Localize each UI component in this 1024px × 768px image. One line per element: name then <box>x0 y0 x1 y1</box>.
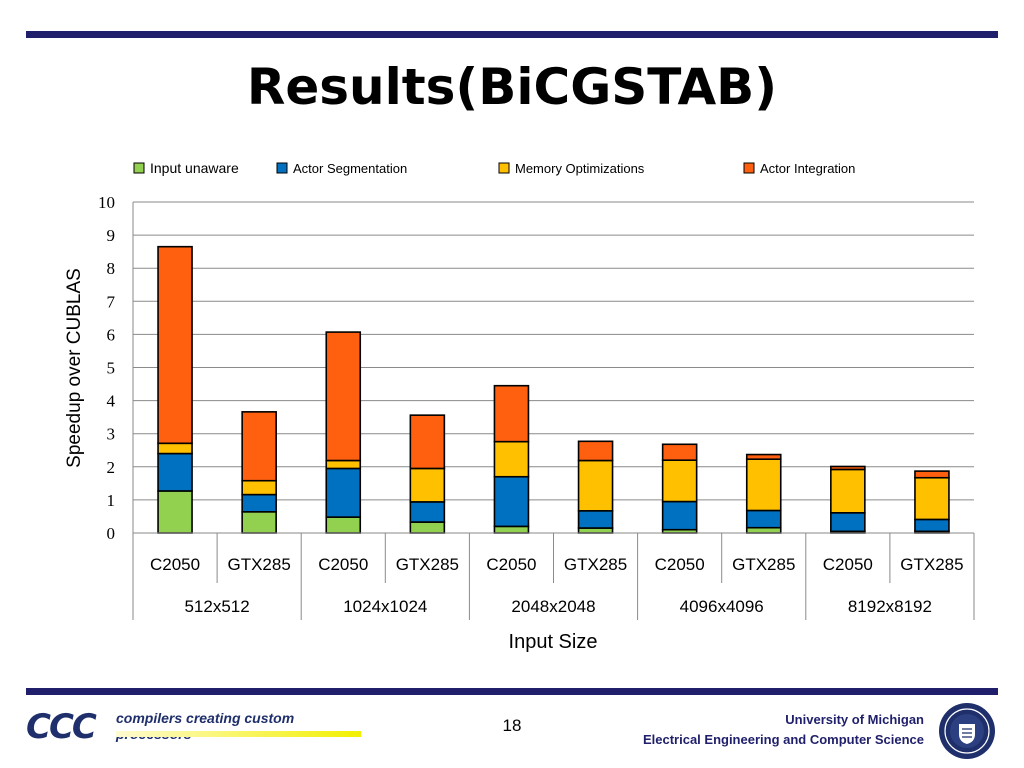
y-tick-label: 2 <box>107 458 116 477</box>
x-tick-label: GTX285 <box>900 555 963 574</box>
x-group-label: 4096x4096 <box>680 597 764 616</box>
bar-segment <box>409 501 446 523</box>
bar-segment <box>577 510 614 529</box>
bar-segment <box>157 490 193 534</box>
footer-affiliation: University of Michigan Electrical Engine… <box>643 710 924 750</box>
x-group-label: 1024x1024 <box>343 597 427 616</box>
bar-segment <box>241 479 277 496</box>
bar-segment <box>325 331 362 462</box>
bar-segment <box>409 467 446 503</box>
legend-swatch <box>133 162 145 174</box>
bar-stacks <box>157 245 950 534</box>
x-group-label: 2048x2048 <box>511 597 595 616</box>
bottom-rule <box>26 688 998 695</box>
bar-segment <box>325 516 362 534</box>
bar-segment <box>157 452 193 492</box>
bar-segment <box>830 468 866 514</box>
x-tick-label: GTX285 <box>227 555 290 574</box>
logo-text: CCC <box>26 707 97 747</box>
axes: 0 1 2 3 4 5 6 7 8 9 10 C2050 GTX285 C2050 GTX285 C2050 G… <box>98 193 975 620</box>
page-title: Results(BiCGSTAB) <box>246 58 778 116</box>
footer-university: University of Michigan <box>785 712 924 727</box>
bar-segment <box>493 440 530 478</box>
y-tick-label: 7 <box>107 292 116 311</box>
bar-segment <box>745 453 782 460</box>
y-axis-label: Speedup over CUBLAS <box>64 268 85 468</box>
bar-segment <box>241 493 277 513</box>
bar-segment <box>661 500 698 531</box>
bar-segment <box>409 414 446 470</box>
x-group-label: 8192x8192 <box>848 597 932 616</box>
bar-segment <box>409 521 446 534</box>
top-rule <box>26 31 998 38</box>
x-tick-label: GTX285 <box>396 555 459 574</box>
bar-segment <box>830 465 866 471</box>
x-tick-label: C2050 <box>150 555 200 574</box>
bar-segment <box>325 459 362 470</box>
legend-swatch <box>276 162 288 174</box>
bar-segment <box>493 525 530 534</box>
bar-segment <box>661 459 698 503</box>
bar-segment <box>914 476 950 521</box>
legend-label: Actor Integration <box>760 161 855 176</box>
y-tick-label: 10 <box>98 193 115 212</box>
legend-label: Input unaware <box>150 160 239 176</box>
x-group-label: 512x512 <box>184 597 249 616</box>
bar-segment <box>577 459 614 512</box>
bar-segment <box>577 440 614 462</box>
bar-segment <box>661 443 698 461</box>
bar-segment <box>745 509 782 529</box>
bar-segment <box>157 245 193 445</box>
bicgstab-chart: 0 1 2 3 4 5 6 7 8 9 10 C2050 GTX285 C2050 GTX285 C2050 G… <box>64 160 975 653</box>
bar-segment <box>241 511 277 534</box>
legend-label: Actor Segmentation <box>293 161 407 176</box>
x-axis-label: Input Size <box>509 631 598 653</box>
y-tick-label: 8 <box>107 259 116 278</box>
x-tick-label: C2050 <box>486 555 536 574</box>
y-tick-label: 1 <box>107 491 116 510</box>
legend: Input unaware Actor Segmentation Memory Op… <box>133 160 855 176</box>
x-tick-label: GTX285 <box>732 555 795 574</box>
y-tick-label: 9 <box>107 226 116 245</box>
legend-swatch <box>498 162 510 174</box>
logo-tagline: compilers creating custom processors <box>116 710 295 742</box>
x-tick-label: C2050 <box>655 555 705 574</box>
bar-segment <box>157 442 193 455</box>
bar-segment <box>241 411 277 482</box>
y-tick-label: 4 <box>107 392 116 411</box>
bar-segment <box>914 470 950 479</box>
bar-segment <box>493 384 530 443</box>
bar-segment <box>493 475 530 528</box>
legend-swatch <box>743 162 755 174</box>
logo-underline <box>116 731 361 737</box>
footer-department: Electrical Engineering and Computer Scie… <box>642 732 924 747</box>
x-tick-label: C2050 <box>318 555 368 574</box>
x-tick-label: GTX285 <box>564 555 627 574</box>
x-tick-label: C2050 <box>823 555 873 574</box>
page-number: 18 <box>502 716 522 735</box>
bar-segment <box>745 458 782 512</box>
legend-label: Memory Optimizations <box>515 161 645 176</box>
y-tick-label: 6 <box>107 325 116 344</box>
bar-segment <box>325 467 362 518</box>
university-seal-icon <box>939 703 995 759</box>
y-tick-label: 3 <box>107 425 116 444</box>
y-tick-label: 5 <box>107 359 116 378</box>
bar-segment <box>830 512 866 533</box>
bar-segment <box>914 518 950 533</box>
y-tick-label: 0 <box>107 524 116 543</box>
ccc-logo: CCC compilers creating custom processors <box>26 703 366 753</box>
